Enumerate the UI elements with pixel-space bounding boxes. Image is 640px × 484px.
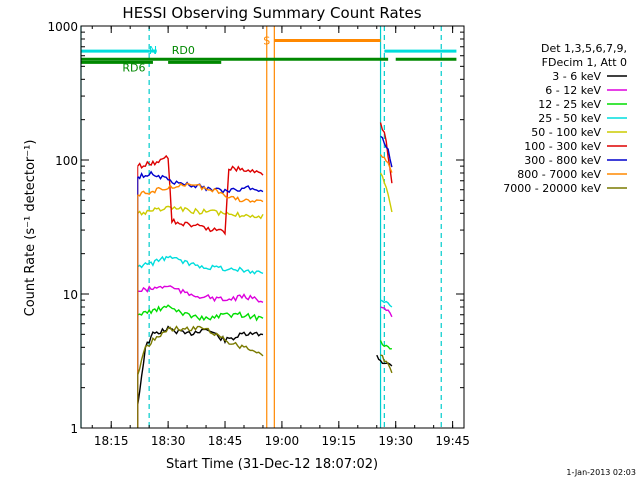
axes: 18:15 18:30 18:45 19:00 19:15 19:30 19:45 1 10 10… [47,20,469,448]
legend-label-3: 25 - 50 keV [538,112,601,125]
x-tick-label-2: 18:45 [208,434,243,448]
legend: Det 1,3,5,6,7,9,FDecim 1, Att 03 - 6 keV… [503,42,627,195]
annotation-bar-label-2: RD0 [172,44,195,57]
annotation-bar-label-1: S [263,34,270,47]
footer-timestamp: 1-Jan-2013 02:03 [566,468,636,477]
vertical-markers [80,26,442,428]
series-line-5 [137,122,393,236]
series-line-1 [137,285,393,318]
series-line-3 [137,255,393,308]
legend-header-0: Det 1,3,5,6,7,9, [541,42,627,55]
y-tick-label-3: 1000 [47,20,78,34]
x-tick-label-4: 19:15 [322,434,357,448]
x-tick-label-3: 19:00 [265,434,300,448]
chart-title: HESSI Observing Summary Count Rates [122,4,421,22]
series-line-7 [137,154,393,203]
y-tick-label-2: 100 [55,154,78,168]
legend-label-4: 50 - 100 keV [531,126,601,139]
legend-label-8: 7000 - 20000 keV [503,182,601,195]
series-line-8 [137,325,393,375]
legend-label-5: 100 - 300 keV [524,140,601,153]
y-tick-label-1: 10 [63,288,78,302]
y-tick-label-0: 1 [70,422,78,436]
x-axis-label: Start Time (31-Dec-12 18:07:02) [166,457,378,472]
x-tick-label-1: 18:30 [151,434,186,448]
annotation-bar-label-3: RD6 [122,61,145,74]
plot-frame [80,25,465,429]
y-axis-label: Count Rate (s⁻¹ detector⁻¹) [23,140,38,317]
legend-label-0: 3 - 6 keV [552,70,601,83]
annotation-bars: N S RD0 RD6 [81,34,457,74]
annotation-bar-label-0: N [149,44,157,57]
series-line-0 [137,325,393,405]
x-tick-label-0: 18:15 [94,434,129,448]
legend-label-1: 6 - 12 keV [545,84,601,97]
series-line-2 [137,304,392,350]
legend-label-7: 800 - 7000 keV [517,168,601,181]
series-line-6 [137,135,393,194]
legend-label-6: 300 - 800 keV [524,154,601,167]
series-lines [137,122,393,428]
legend-header-1: FDecim 1, Att 0 [542,56,627,69]
series-line-4 [137,172,393,220]
legend-label-2: 12 - 25 keV [538,98,601,111]
x-tick-label-5: 19:30 [378,434,413,448]
x-tick-label-6: 19:45 [435,434,470,448]
